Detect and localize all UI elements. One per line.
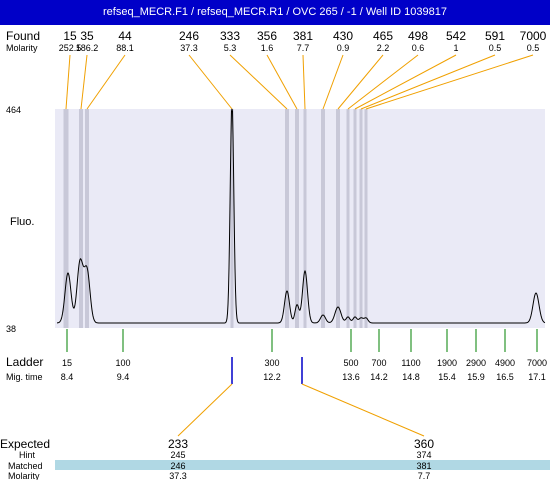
ladder-size-label: 500	[343, 358, 358, 368]
found-connector	[354, 54, 457, 110]
found-band	[79, 109, 83, 328]
found-molarity-label: 88.1	[116, 43, 134, 53]
ladder-migtime-label: 17.1	[528, 372, 546, 382]
found-size-label: 430	[333, 29, 353, 43]
found-connector	[360, 54, 496, 110]
found-band	[85, 109, 89, 328]
ladder-migtime-label: 14.2	[370, 372, 388, 382]
found-size-label: 35	[80, 29, 94, 43]
found-band	[336, 109, 340, 328]
found-size-label: 7000	[520, 29, 547, 43]
found-molarity-label: 1.6	[261, 43, 274, 53]
found-band	[303, 109, 307, 328]
hint-value: 374	[416, 450, 431, 460]
found-molarity-label: 0.6	[412, 43, 425, 53]
ladder-size-label: 2900	[466, 358, 486, 368]
found-connector	[322, 54, 344, 110]
found-molarity-label: 252.5	[59, 43, 82, 53]
molarity-value: 37.3	[169, 471, 187, 480]
found-molarity-label: 37.3	[180, 43, 198, 53]
found-molarity-label: 2.2	[377, 43, 390, 53]
expected-connector	[301, 383, 425, 437]
ladder-migtime-label: 13.6	[342, 372, 360, 382]
molarity-value: 7.7	[418, 471, 431, 480]
found-band	[359, 109, 363, 328]
ladder-migtime-label: 9.4	[117, 372, 130, 382]
found-connector	[65, 54, 71, 110]
y-axis-label: Fluo.	[10, 216, 34, 228]
found-molarity-label: 1	[453, 43, 458, 53]
mig-time-label: Mig. time	[6, 372, 43, 382]
ladder-size-label: 100	[115, 358, 130, 368]
matched-value: 246	[170, 461, 185, 471]
found-connector	[302, 54, 306, 110]
found-molarity-label: 0.5	[527, 43, 540, 53]
found-size-label: 333	[220, 29, 240, 43]
found-connector	[347, 54, 419, 110]
found-label: Found	[6, 29, 40, 43]
found-band	[230, 109, 234, 328]
ladder-migtime-label: 8.4	[61, 372, 74, 382]
found-connector	[337, 54, 384, 110]
found-molarity-label: 0.5	[489, 43, 502, 53]
ladder-size-label: 4900	[495, 358, 515, 368]
found-molarity-label: 186.2	[76, 43, 99, 53]
ladder-size-label: 700	[371, 358, 386, 368]
matched-value: 381	[416, 461, 431, 471]
found-band	[353, 109, 357, 328]
plot-area	[55, 109, 545, 328]
found-size-label: 591	[485, 29, 505, 43]
found-size-label: 246	[179, 29, 199, 43]
molarity-label: Molarity	[6, 43, 38, 53]
ladder-label: Ladder	[6, 355, 43, 369]
ladder-size-label: 15	[62, 358, 72, 368]
found-band	[321, 109, 325, 328]
expected-value: 360	[414, 437, 434, 451]
hint-value: 245	[170, 450, 185, 460]
found-band	[346, 109, 350, 328]
ladder-migtime-label: 15.9	[467, 372, 485, 382]
found-size-label: 356	[257, 29, 277, 43]
matched-row-bg	[55, 460, 550, 470]
ladder-size-label: 300	[264, 358, 279, 368]
expected-value: 233	[168, 437, 188, 451]
matched-label: Matched	[8, 461, 43, 471]
found-connector	[365, 54, 534, 110]
ladder-migtime-label: 12.2	[263, 372, 281, 382]
found-connector	[266, 54, 298, 110]
expected-label: Expected	[0, 437, 50, 451]
signal-trace	[57, 108, 546, 324]
found-molarity-label: 5.3	[224, 43, 237, 53]
ladder-migtime-label: 14.8	[402, 372, 420, 382]
found-size-label: 498	[408, 29, 428, 43]
found-connector	[86, 54, 126, 110]
ladder-size-label: 1900	[437, 358, 457, 368]
ytick-label: 38	[6, 324, 16, 334]
hint-label: Hint	[19, 450, 36, 460]
found-connector	[188, 54, 233, 110]
found-size-label: 44	[118, 29, 132, 43]
found-molarity-label: 7.7	[297, 43, 310, 53]
found-size-label: 381	[293, 29, 313, 43]
found-size-label: 15	[63, 29, 77, 43]
found-connector	[229, 54, 288, 110]
ladder-migtime-label: 16.5	[496, 372, 514, 382]
found-band	[364, 109, 368, 328]
found-size-label: 542	[446, 29, 466, 43]
found-size-label: 465	[373, 29, 393, 43]
chart-title: refseq_MECR.F1 / refseq_MECR.R1 / OVC 26…	[0, 0, 550, 25]
molarity-bottom-label: Molarity	[8, 471, 40, 480]
expected-connector	[177, 383, 233, 437]
found-band	[63, 109, 69, 328]
found-band	[295, 109, 299, 328]
ladder-size-label: 1100	[401, 358, 420, 368]
ladder-size-label: 7000	[527, 358, 547, 368]
ladder-migtime-label: 15.4	[438, 372, 456, 382]
found-connector	[80, 54, 88, 110]
ytick-label: 464	[6, 105, 21, 115]
found-molarity-label: 0.9	[337, 43, 350, 53]
found-band	[285, 109, 289, 328]
